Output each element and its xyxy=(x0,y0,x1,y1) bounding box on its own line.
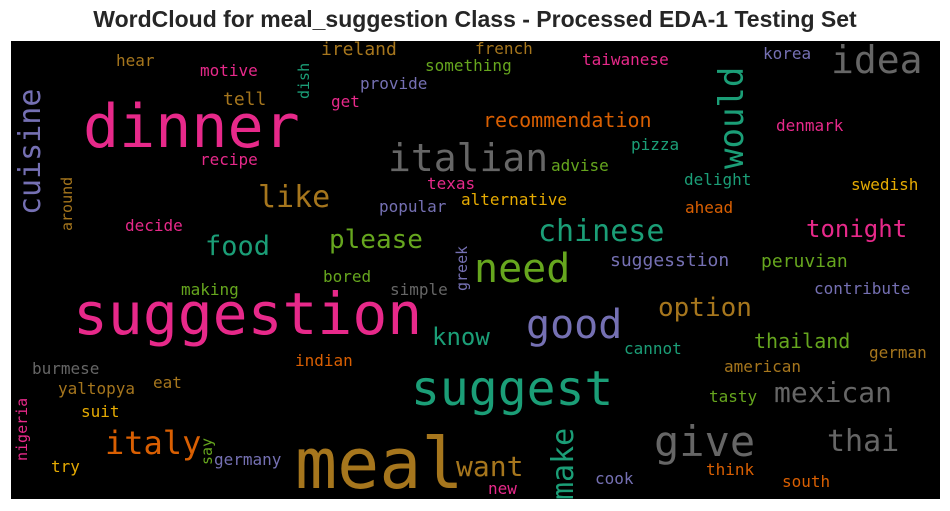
word-food: food xyxy=(205,231,271,262)
word-advise: advise xyxy=(551,156,609,175)
word-tell: tell xyxy=(223,89,267,110)
word-motive: motive xyxy=(200,61,258,80)
word-like: like xyxy=(258,180,331,215)
word-nigeria: nigeria xyxy=(13,397,31,461)
word-recommendation: recommendation xyxy=(483,108,652,132)
word-hear: hear xyxy=(116,51,155,70)
word-indian: indian xyxy=(295,351,353,370)
word-swedish: swedish xyxy=(851,175,919,194)
word-recipe: recipe xyxy=(200,150,258,169)
word-chinese: chinese xyxy=(538,214,665,249)
word-cook: cook xyxy=(595,469,634,488)
word-idea: idea xyxy=(831,41,923,82)
word-try: try xyxy=(51,457,80,476)
word-italian: italian xyxy=(388,136,549,180)
word-need: need xyxy=(474,246,571,292)
word-suggestion: suggestion xyxy=(73,280,423,348)
word-tonight: tonight xyxy=(806,215,908,243)
word-denmark: denmark xyxy=(776,116,844,135)
word-around: around xyxy=(58,176,76,231)
word-contribute: contribute xyxy=(814,279,911,298)
word-suggesstion: suggesstion xyxy=(610,250,730,271)
word-burmese: burmese xyxy=(32,359,100,378)
word-simple: simple xyxy=(390,280,448,299)
word-delight: delight xyxy=(684,170,752,189)
word-ahead: ahead xyxy=(685,198,734,217)
word-alternative: alternative xyxy=(461,190,567,209)
word-taiwanese: taiwanese xyxy=(582,50,669,69)
word-peruvian: peruvian xyxy=(761,251,848,272)
word-mexican: mexican xyxy=(774,376,893,409)
word-cannot: cannot xyxy=(624,339,682,358)
word-ireland: ireland xyxy=(321,41,397,60)
word-germany: germany xyxy=(214,450,282,469)
word-greek: greek xyxy=(453,245,471,291)
word-give: give xyxy=(654,417,756,466)
word-get: get xyxy=(331,92,360,111)
word-bored: bored xyxy=(323,267,372,286)
word-please: please xyxy=(329,225,423,255)
word-south: south xyxy=(782,472,831,491)
word-cuisine: cuisine xyxy=(13,88,48,215)
word-thai: thai xyxy=(827,424,900,459)
word-suggest: suggest xyxy=(411,361,614,417)
word-german: german xyxy=(869,343,927,362)
word-texas: texas xyxy=(427,174,476,193)
word-american: american xyxy=(724,357,802,376)
word-good: good xyxy=(526,302,623,348)
word-know: know xyxy=(432,323,490,351)
word-italy: italy xyxy=(105,424,202,462)
word-new: new xyxy=(488,479,517,498)
word-popular: popular xyxy=(379,197,447,216)
word-making: making xyxy=(181,280,239,299)
word-make: make xyxy=(546,427,581,499)
word-french: french xyxy=(475,41,533,58)
word-thailand: thailand xyxy=(754,329,851,353)
word-something: something xyxy=(425,56,512,75)
chart-title: WordCloud for meal_suggestion Class - Pr… xyxy=(93,6,857,32)
word-decide: decide xyxy=(125,216,183,235)
word-want: want xyxy=(456,450,524,483)
word-korea: korea xyxy=(763,44,812,63)
word-meal: meal xyxy=(295,423,464,499)
word-suit: suit xyxy=(81,402,120,421)
word-eat: eat xyxy=(153,373,182,392)
word-think: think xyxy=(706,460,755,479)
word-dinner: dinner xyxy=(83,92,300,162)
word-say: say xyxy=(198,437,216,465)
word-tasty: tasty xyxy=(709,387,758,406)
word-cloud-canvas: meal dinner suggestion suggest need good give i… xyxy=(11,41,940,499)
word-would: would xyxy=(712,66,752,169)
word-provide: provide xyxy=(360,74,428,93)
word-option: option xyxy=(658,293,752,323)
word-dish: dish xyxy=(295,62,313,99)
word-yaltopya: yaltopya xyxy=(58,379,136,398)
word-pizza: pizza xyxy=(631,135,680,154)
